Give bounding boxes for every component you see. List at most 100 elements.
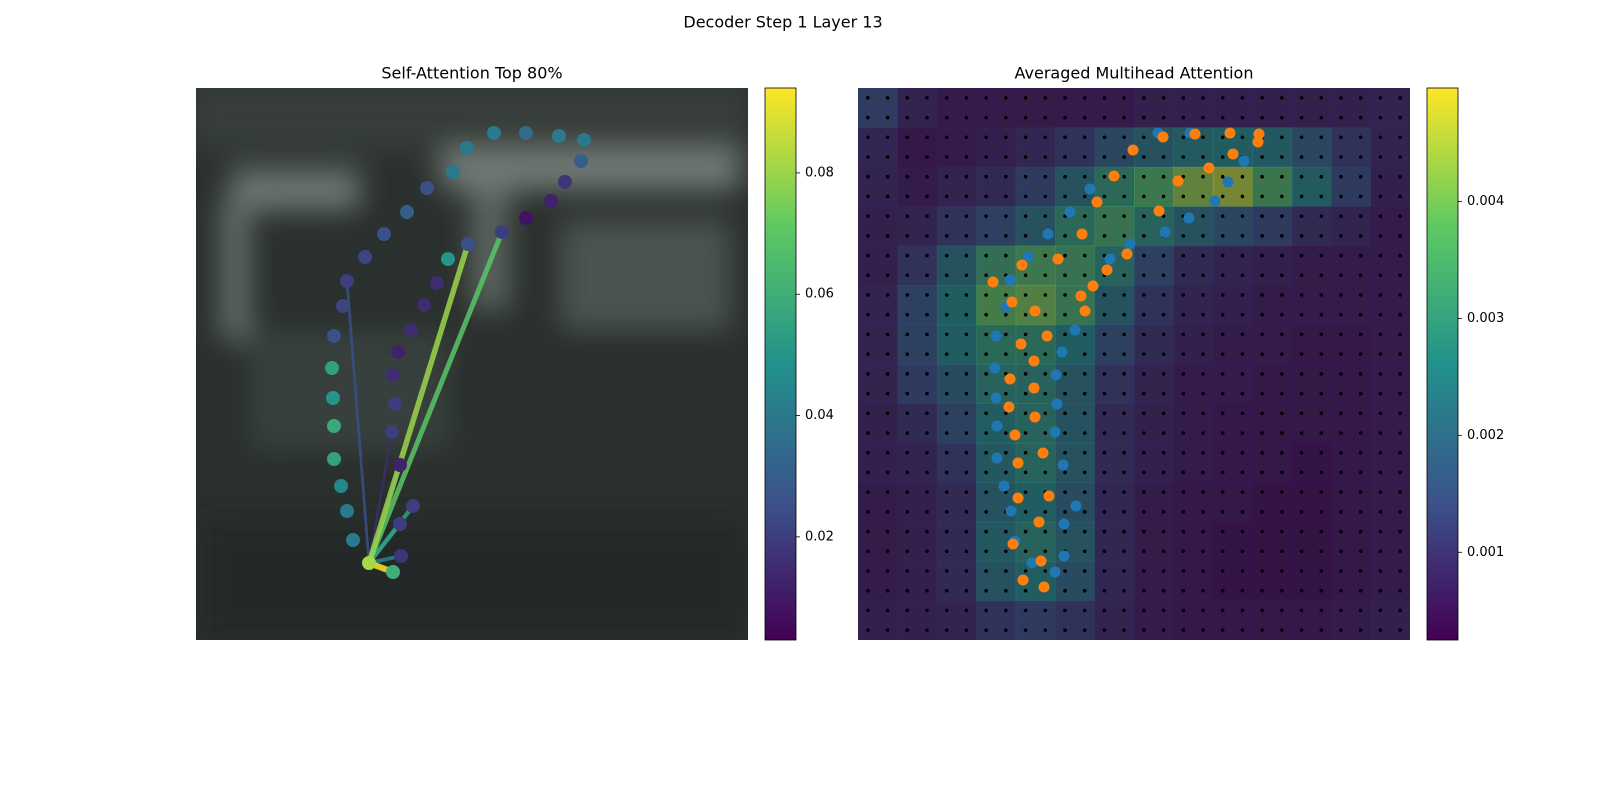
heatmap-cell: [1015, 88, 1056, 128]
patch-dot: [1004, 352, 1008, 356]
keypoint: [1084, 183, 1096, 195]
patch-dot: [1260, 569, 1264, 573]
patch-dot: [944, 450, 949, 455]
patch-dot: [1358, 490, 1363, 494]
patch-dot: [866, 470, 870, 475]
patch-dot: [1142, 569, 1146, 573]
patch-dot: [905, 96, 910, 100]
token-point: [558, 175, 572, 189]
patch-dot: [1142, 411, 1146, 416]
patch-dot: [925, 490, 929, 494]
patch-dot: [1280, 352, 1284, 356]
patch-dot: [1280, 135, 1284, 140]
patch-dot: [964, 529, 969, 534]
patch-dot: [964, 234, 969, 238]
heatmap-cell: [1134, 403, 1174, 444]
patch-dot: [1220, 253, 1225, 258]
heatmap-cell: [1212, 364, 1253, 404]
heatmap-cell: [936, 561, 977, 602]
keypoint: [1004, 373, 1016, 385]
patch-dot: [1280, 312, 1284, 317]
heatmap-cell: [1212, 442, 1253, 483]
patch-dot: [1122, 391, 1126, 396]
patch-dot: [1181, 115, 1186, 120]
colorbar-tick-label: 0.002: [1467, 428, 1504, 443]
patch-dot: [1240, 352, 1245, 356]
heatmap-cell: [1252, 324, 1293, 365]
keypoint: [1124, 238, 1136, 250]
keypoint: [1076, 228, 1088, 240]
patch-dot: [1240, 470, 1245, 475]
heatmap-cell: [858, 127, 898, 168]
colorbar-tick-label: 0.06: [805, 287, 834, 302]
token-point: [461, 237, 475, 251]
attention-link: [366, 243, 471, 564]
patch-dot: [1378, 352, 1383, 356]
patch-dot: [1260, 628, 1264, 632]
keypoint: [1101, 264, 1113, 276]
patch-dot: [1181, 411, 1186, 416]
patch-dot: [1260, 293, 1264, 297]
heatmap-cell: [1291, 482, 1332, 523]
patch-dot: [1122, 628, 1126, 632]
patch-dot: [1398, 391, 1402, 396]
patch-dot: [1260, 549, 1264, 554]
patch-dot: [885, 391, 890, 396]
heatmap-cell: [1134, 245, 1174, 286]
heatmap-cell: [976, 127, 1017, 168]
patch-dot: [984, 411, 988, 416]
patch-dot: [1240, 588, 1245, 593]
patch-dot: [1082, 450, 1087, 455]
token-point: [325, 361, 339, 375]
patch-dot: [1339, 174, 1343, 179]
patch-dot: [1220, 391, 1225, 396]
patch-dot: [925, 332, 929, 337]
patch-dot: [1299, 96, 1304, 100]
patch-dot: [1201, 194, 1205, 199]
heatmap-cell: [1173, 600, 1214, 640]
token-point: [393, 458, 407, 472]
patch-dot: [1023, 293, 1028, 297]
patch-dot: [1280, 628, 1284, 632]
patch-dot: [1004, 155, 1008, 159]
token-point: [420, 181, 434, 195]
patch-dot: [1358, 510, 1363, 514]
heatmap-cell: [1094, 561, 1135, 602]
keypoint: [991, 420, 1003, 432]
patch-dot: [1398, 372, 1402, 376]
patch-dot: [1378, 372, 1383, 376]
heatmap-cell: [936, 245, 977, 286]
patch-dot: [1082, 214, 1087, 218]
patch-dot: [1280, 194, 1284, 199]
keypoint: [990, 392, 1002, 404]
patch-dot: [1220, 470, 1225, 475]
patch-dot: [1142, 608, 1146, 613]
patch-dot: [1102, 470, 1107, 475]
patch-dot: [1043, 115, 1048, 120]
patch-dot: [1201, 135, 1205, 140]
patch-dot: [1398, 569, 1402, 573]
patch-dot: [1319, 431, 1324, 435]
patch-dot: [984, 588, 988, 593]
colorbar-tick-label: 0.004: [1467, 194, 1504, 209]
token-point: [574, 154, 588, 168]
patch-dot: [1102, 174, 1107, 179]
patch-dot: [1102, 135, 1107, 140]
patch-dot: [866, 510, 870, 514]
patch-dot: [1122, 194, 1126, 199]
patch-dot: [944, 273, 949, 278]
token-point: [327, 419, 341, 433]
patch-dot: [1201, 115, 1205, 120]
patch-dot: [1339, 490, 1343, 494]
heatmap-cell: [1173, 442, 1214, 483]
heatmap-cell: [1134, 521, 1174, 562]
patch-dot: [1260, 312, 1264, 317]
patch-dot: [866, 411, 870, 416]
patch-dot: [1280, 431, 1284, 435]
patch-dot: [866, 352, 870, 356]
keypoint: [1172, 175, 1184, 187]
patch-dot: [1043, 372, 1048, 376]
keypoint: [1183, 212, 1195, 224]
heatmap-cell: [936, 324, 977, 365]
keypoint: [1049, 426, 1061, 438]
